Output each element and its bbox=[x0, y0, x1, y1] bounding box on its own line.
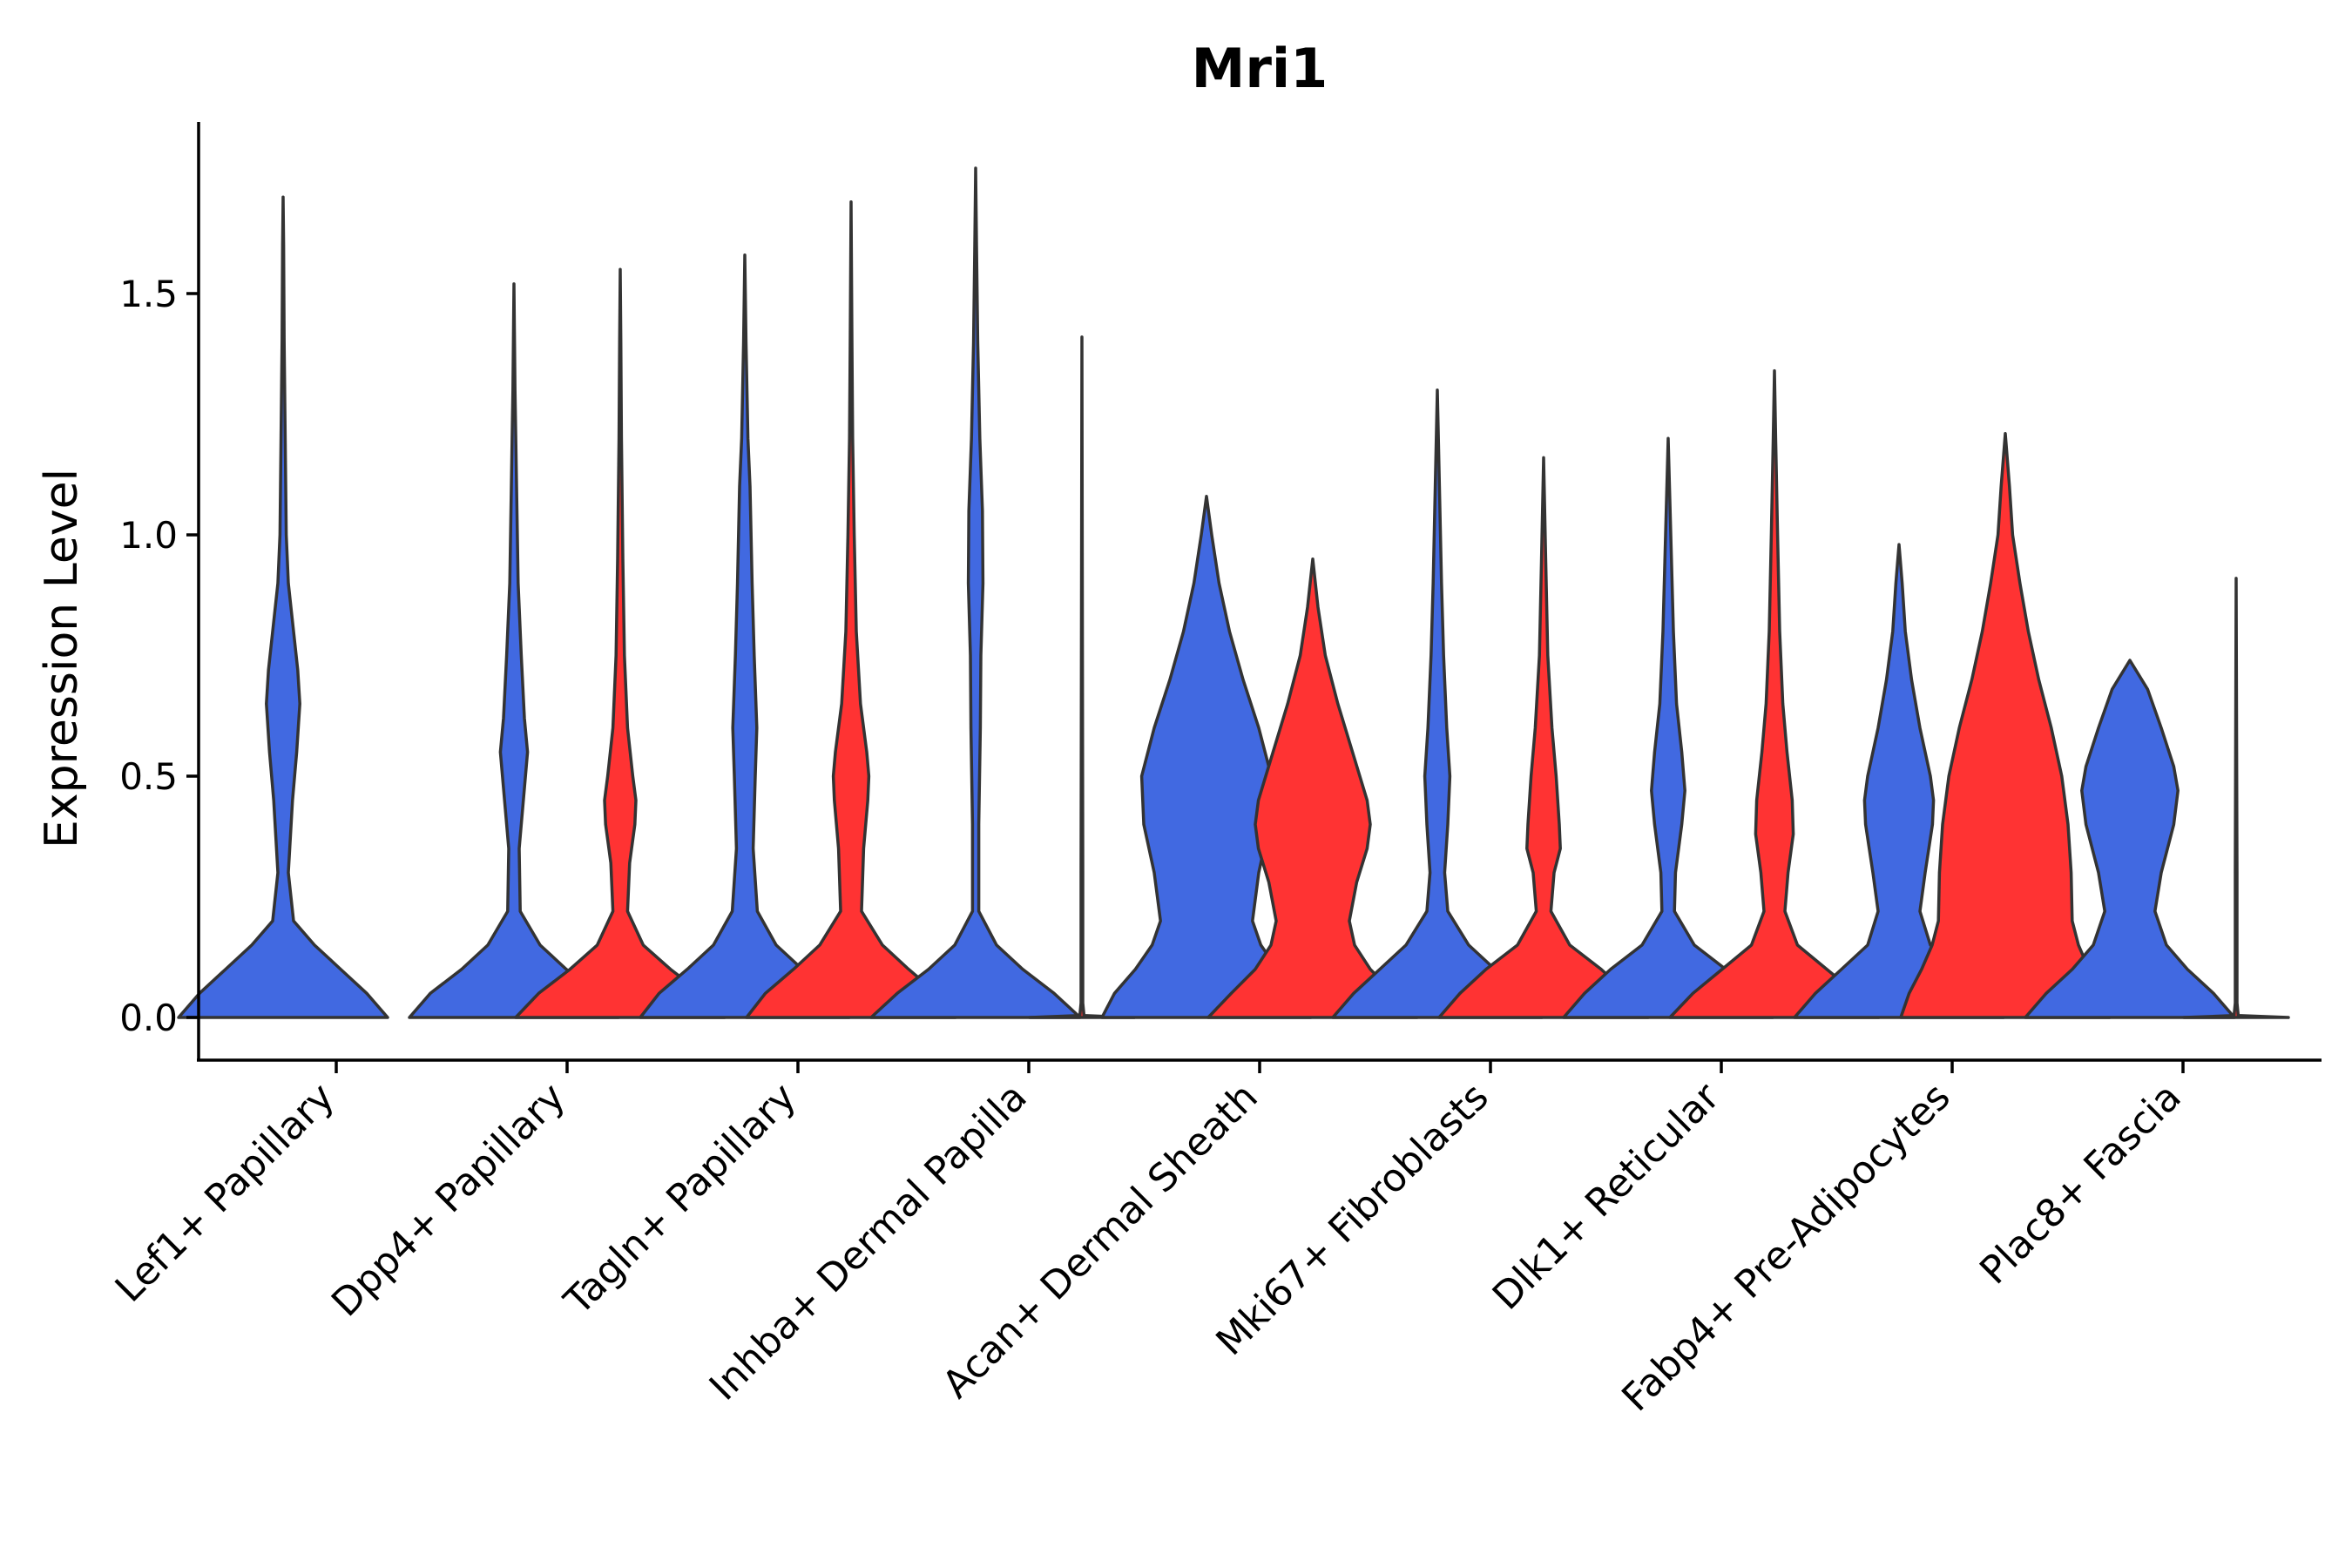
violin-5-group-2 bbox=[1206, 557, 1419, 1019]
x-tick-label: Plac8+ Fascia bbox=[1971, 1075, 2190, 1294]
y-tick-label: 0.0 bbox=[119, 997, 178, 1039]
y-tick-label: 1.5 bbox=[119, 273, 178, 315]
violin-7-group-1 bbox=[1562, 436, 1774, 1019]
violin-3-group-2 bbox=[745, 199, 957, 1019]
violin-9-group-1 bbox=[2024, 659, 2236, 1019]
y-tick-label: 0.5 bbox=[119, 755, 178, 798]
violin-8-group-1 bbox=[1793, 543, 2005, 1019]
violin-6-group-1 bbox=[1331, 389, 1544, 1019]
x-tick-label: Tagln+ Papillary bbox=[556, 1075, 805, 1324]
plot-area bbox=[177, 166, 2290, 1019]
x-tick-label: Dlk1+ Reticular bbox=[1484, 1074, 1729, 1319]
violin-9-group-2 bbox=[2182, 577, 2290, 1019]
violin-7-group-2 bbox=[1668, 368, 1881, 1019]
violin-4-group-1 bbox=[869, 166, 1082, 1019]
violin-3-group-1 bbox=[639, 253, 851, 1019]
violin-5-group-1 bbox=[1100, 494, 1313, 1019]
violin-8-group-2 bbox=[1899, 431, 2112, 1019]
y-axis-label: Expression Level bbox=[36, 469, 88, 848]
x-tick-label: Lef1+ Papillary bbox=[107, 1075, 343, 1311]
violin-6-group-2 bbox=[1437, 456, 1650, 1019]
x-tick-label: Dpp4+ Papillary bbox=[323, 1075, 574, 1326]
violin-2-group-2 bbox=[514, 267, 727, 1019]
y-axis-ticks: 0.0 0.5 1.0 1.5 bbox=[119, 273, 199, 1039]
chart-title: Mri1 bbox=[1192, 37, 1328, 100]
violin-1-group-1 bbox=[177, 195, 389, 1019]
y-tick-label: 1.0 bbox=[119, 514, 178, 557]
violin-4-group-2 bbox=[1028, 335, 1136, 1019]
violin-2-group-1 bbox=[408, 282, 620, 1019]
